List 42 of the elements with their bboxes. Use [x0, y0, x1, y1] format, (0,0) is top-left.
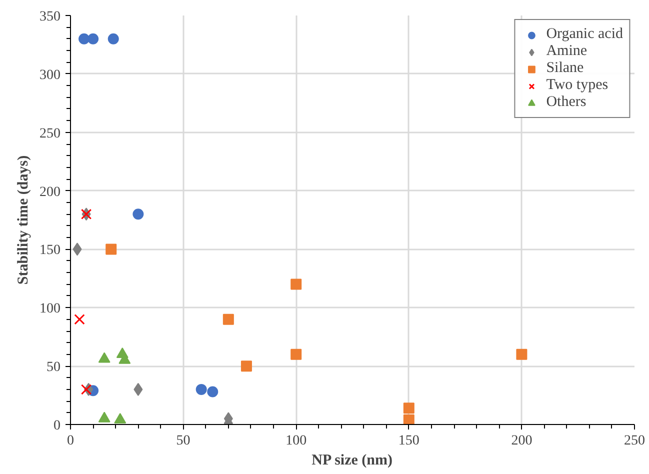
legend-label: Organic acid	[546, 26, 623, 43]
point	[290, 278, 302, 290]
point	[132, 208, 144, 220]
legend-label: Silane	[546, 60, 584, 77]
point	[290, 348, 302, 360]
y-tick-label: 50	[46, 360, 60, 376]
y-tick-label: 250	[40, 126, 60, 142]
legend-label: Two types	[546, 77, 608, 94]
x-tick-label: 250	[624, 434, 645, 448]
point	[403, 414, 414, 424]
point	[74, 314, 85, 325]
y-tick-label: 200	[40, 184, 60, 200]
legend-label: Others	[546, 94, 586, 111]
point	[222, 314, 234, 325]
x-axis-title: NP size (nm)	[312, 452, 393, 468]
point	[88, 33, 99, 44]
y-tick-label: 300	[40, 68, 60, 83]
point	[134, 382, 143, 396]
point	[516, 348, 528, 360]
point	[240, 360, 252, 372]
y-tick-label: 0	[54, 418, 60, 434]
x-tick-label: 200	[511, 434, 532, 448]
x-tick-label: 50	[176, 434, 190, 448]
point	[196, 384, 207, 395]
point	[403, 402, 414, 414]
y-tick-label: 100	[40, 302, 60, 317]
y-axis-title: Stability time (days)	[16, 155, 32, 285]
point	[108, 33, 119, 44]
point	[78, 33, 90, 44]
y-tick-label: 350	[40, 10, 60, 24]
point	[98, 412, 110, 422]
x-tick-label: 100	[286, 434, 307, 448]
point	[207, 386, 218, 398]
point	[80, 384, 92, 395]
point	[106, 244, 117, 255]
x-tick-label: 150	[398, 434, 420, 448]
x-tick-label: 0	[67, 434, 74, 448]
y-tick-label: 150	[40, 243, 60, 258]
point	[114, 412, 126, 424]
point	[98, 352, 110, 363]
legend-label: Amine	[546, 43, 588, 60]
point	[72, 242, 82, 256]
